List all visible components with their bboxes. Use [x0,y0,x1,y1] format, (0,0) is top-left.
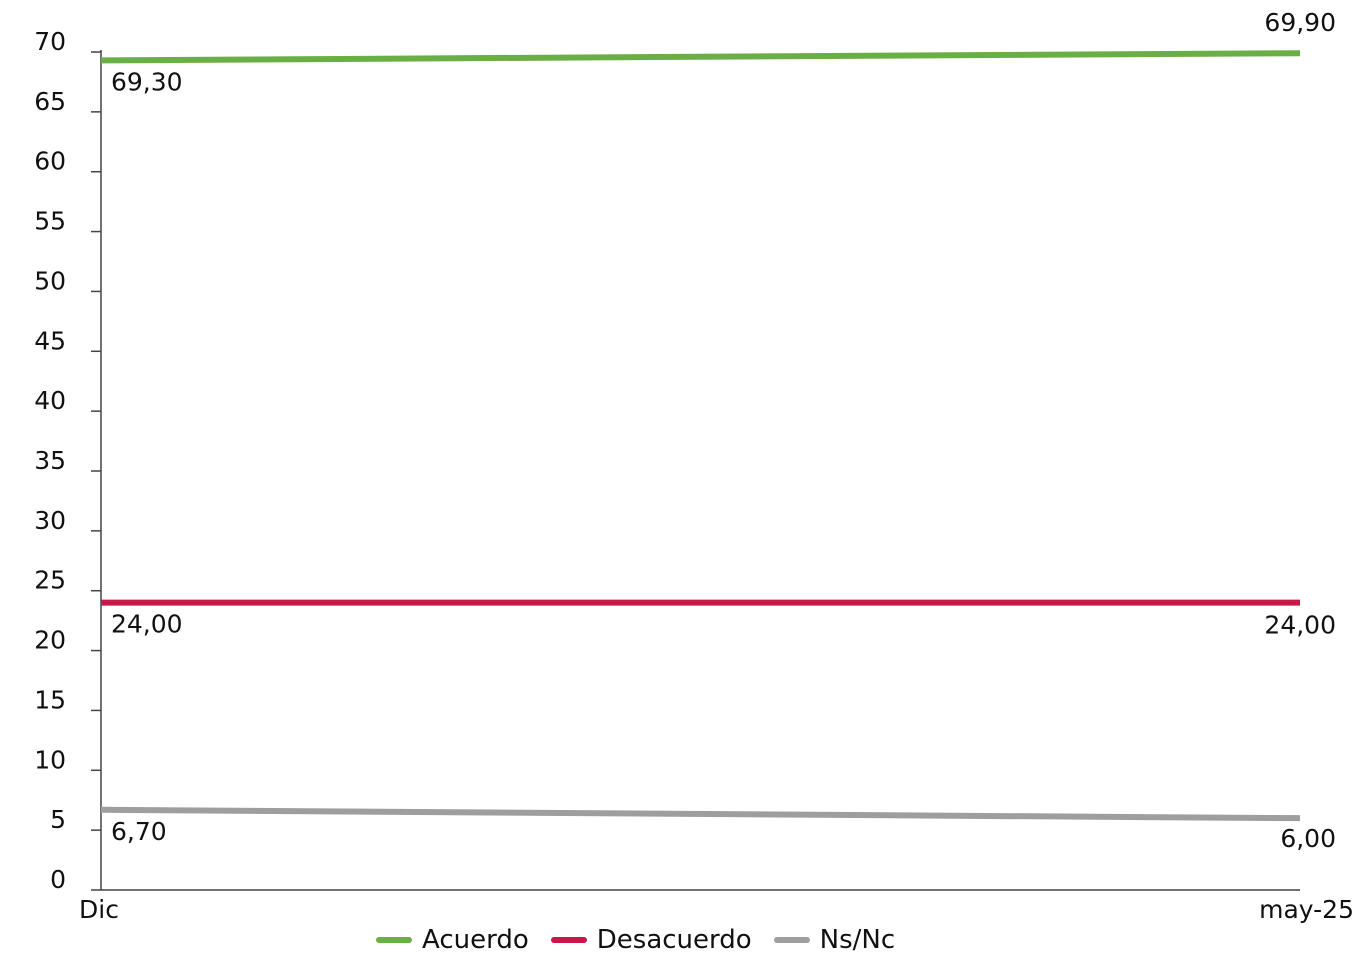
y-tick-label: 30 [34,506,66,535]
y-tick-label: 65 [34,87,66,116]
data-label: 69,30 [111,67,183,96]
data-label: 69,90 [1264,8,1336,37]
y-tick-label: 20 [34,626,66,655]
y-tick-label: 40 [34,386,66,415]
legend-label-desacuerdo: Desacuerdo [596,925,752,955]
series-lines [100,50,1301,822]
y-tick-label: 0 [50,865,66,894]
data-label: 6,70 [111,817,167,846]
x-axis-ticks: Dic may-25 [79,895,1354,924]
x-tick-label: Dic [79,895,119,924]
y-tick-label: 45 [34,326,66,355]
legend-item-ns-nc: Ns/Nc [773,925,896,955]
y-tick-label: 50 [34,266,66,295]
y-tick-label: 35 [34,446,66,475]
axes [100,50,1300,891]
y-tick-label: 25 [34,566,66,595]
legend-item-acuerdo: Acuerdo [376,925,529,955]
legend-swatch-desacuerdo [550,937,587,943]
data-label: 24,00 [1264,611,1336,640]
legend-item-desacuerdo: Desacuerdo [550,925,752,955]
series-line-ns-nc [100,806,1301,822]
data-labels: 69,30 69,90 24,00 24,00 6,70 6,00 [111,8,1336,853]
data-label: 6,00 [1280,824,1336,853]
y-tick-label: 10 [34,745,66,774]
y-tick-label: 15 [34,685,66,714]
y-tick-label: 5 [50,805,66,834]
data-label: 24,00 [111,610,183,639]
legend: Acuerdo Desacuerdo Ns/Nc [376,924,917,956]
y-tick-label: 55 [34,207,66,236]
series-line-acuerdo [100,50,1301,64]
x-tick-label: may-25 [1259,895,1354,924]
y-tick-label: 70 [34,27,66,56]
y-tick-label: 60 [34,147,66,176]
legend-label-ns-nc: Ns/Nc [819,925,896,955]
y-axis-ticks: 0 5 10 15 20 25 30 35 40 45 50 55 60 65 70 [34,27,101,894]
legend-swatch-acuerdo [376,937,412,943]
legend-swatch-ns-nc [773,937,810,943]
legend-label-acuerdo: Acuerdo [422,925,529,955]
